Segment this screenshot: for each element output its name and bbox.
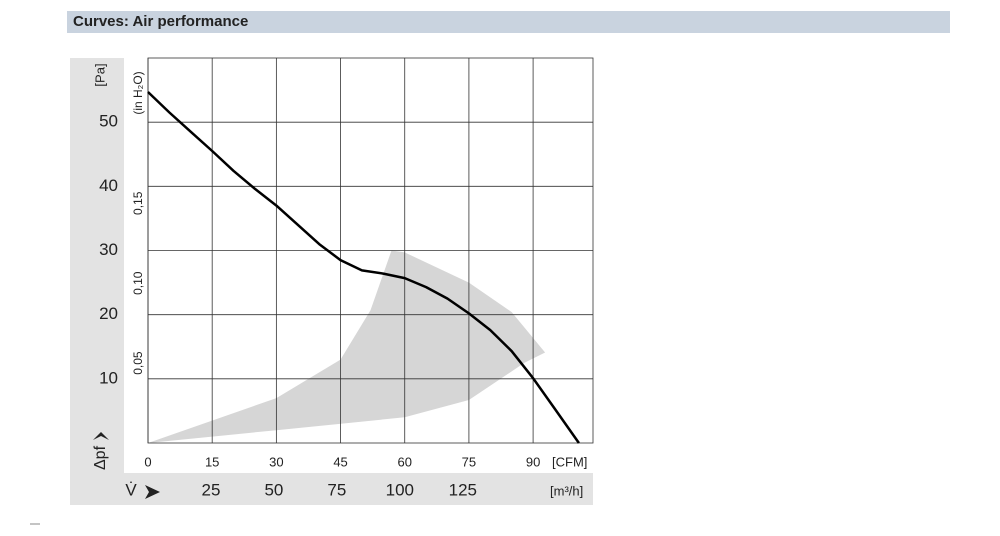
- x-tick-label: 45: [333, 454, 347, 469]
- header-bar: [67, 11, 950, 33]
- x-tick-label: 75: [462, 454, 476, 469]
- y-tick-label: 40: [99, 176, 118, 195]
- x-tick-label: 90: [526, 454, 540, 469]
- chart: 0 15 30 45 60 75 90 25 50 75 100 125 10 20 30 40 50 0,05 0…: [92, 57, 594, 499]
- x2-axis-label: [m³/h]: [550, 483, 583, 498]
- x-tick-label: 60: [397, 454, 411, 469]
- x2-tick-label: 25: [201, 480, 220, 499]
- x2-tick-label: 125: [449, 480, 477, 499]
- y2-axis-label: (in H₂O): [131, 71, 145, 114]
- x2-axis-panel: [70, 473, 593, 505]
- x2-tick-label: 100: [386, 480, 414, 499]
- x-tick-label: 15: [205, 454, 219, 469]
- y-tick-label: 10: [99, 368, 118, 387]
- y-axis-label: [Pa]: [92, 63, 107, 86]
- x-tick-label: 0: [144, 454, 151, 469]
- x2-arrow: [145, 485, 160, 499]
- x-axis-label: [CFM]: [552, 454, 587, 469]
- y-tick-label: 50: [99, 112, 118, 131]
- x2-tick-label: 50: [264, 480, 283, 499]
- x2-tick-label: 75: [327, 480, 346, 499]
- y2-tick-label: 0,05: [131, 351, 145, 375]
- y2-tick-label: 0,15: [131, 191, 145, 215]
- header-title: Curves: Air performance: [73, 13, 248, 30]
- y-axis-panel: [70, 58, 124, 505]
- y2-tick-label: 0,10: [131, 271, 145, 295]
- y-tick-label: 20: [99, 304, 118, 323]
- operating-range: [148, 250, 546, 443]
- y-axis-symbol: Δpf: [92, 445, 109, 470]
- x2-axis-symbol: V̇: [125, 480, 137, 499]
- y-arrow: [93, 432, 109, 440]
- x-tick-label: 30: [269, 454, 283, 469]
- y-tick-label: 30: [99, 240, 118, 259]
- plot-frame: [147, 57, 594, 444]
- performance-curve: [147, 91, 580, 444]
